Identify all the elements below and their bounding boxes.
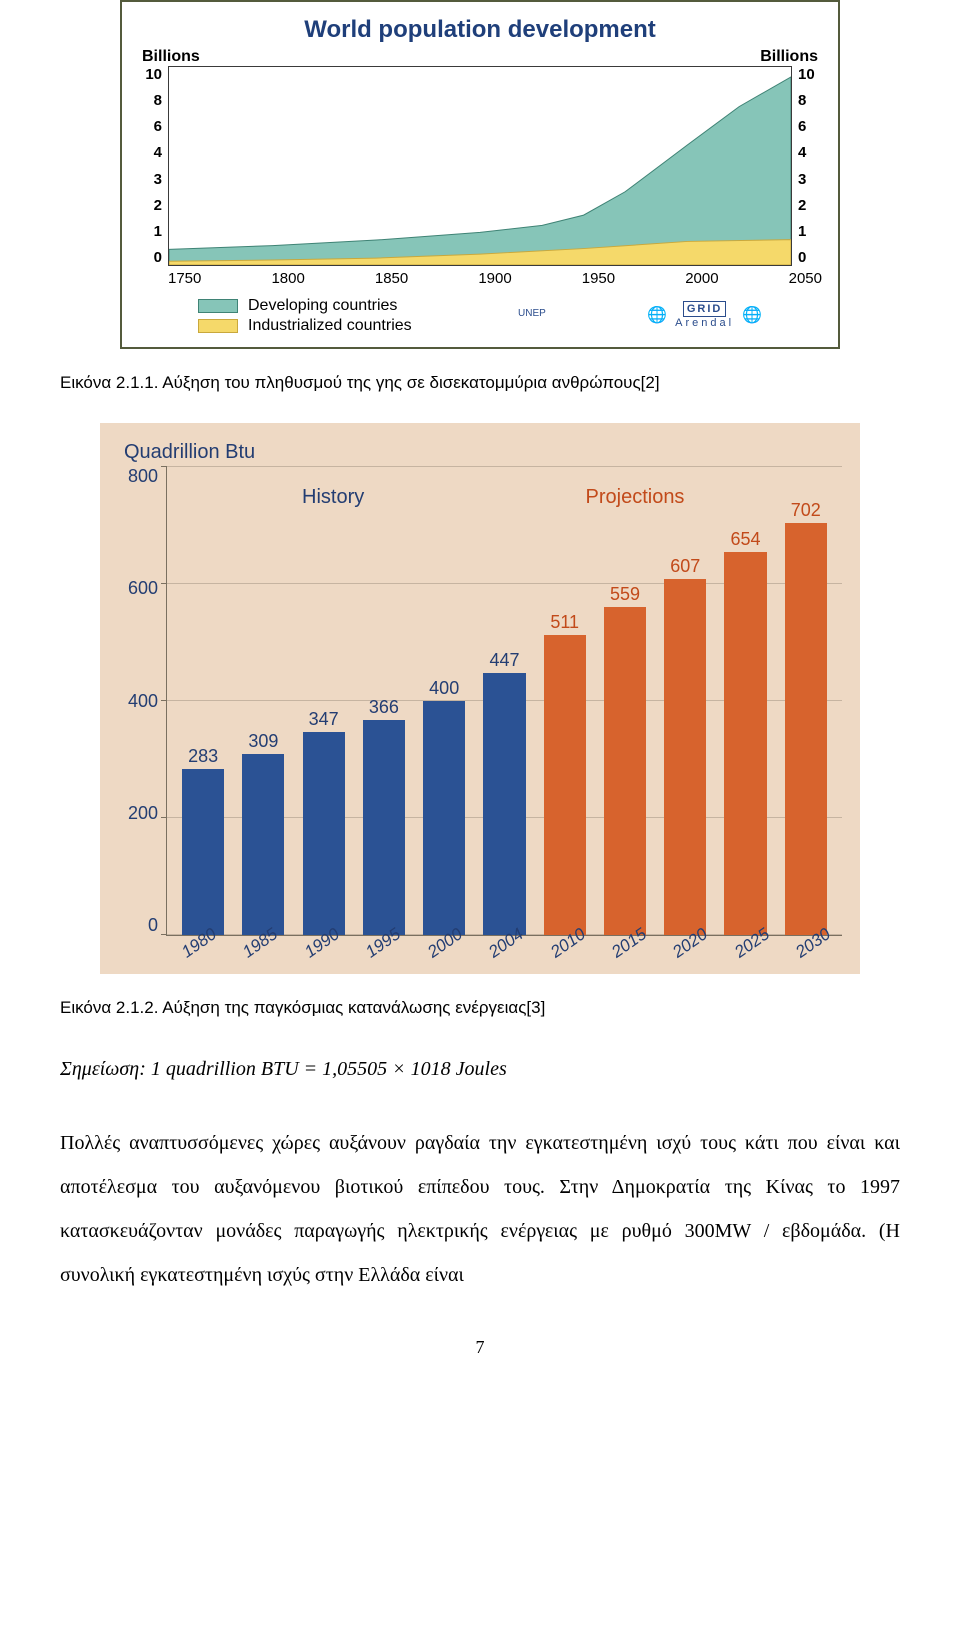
energy-chart: Quadrillion Btu 8006004002000 History Pr… xyxy=(100,423,860,974)
pop-right-axis-label: Billions xyxy=(760,48,818,66)
pop-plot-area xyxy=(168,66,792,266)
unep-label: UNEP xyxy=(518,308,546,319)
caption-energy: Εικόνα 2.1.2. Αύξηση της παγκόσμιας κατα… xyxy=(60,998,900,1018)
energy-bar-value: 347 xyxy=(309,709,339,730)
energy-bar xyxy=(483,673,525,935)
legend-swatch xyxy=(198,319,238,333)
pop-yticks-right: 108643210 xyxy=(792,66,822,266)
energy-bar xyxy=(363,720,405,935)
pop-yticks-left: 108643210 xyxy=(138,66,168,266)
un-icon: 🌐 xyxy=(742,305,762,325)
energy-bar-slot: 702 xyxy=(776,466,836,935)
energy-bar-value: 654 xyxy=(731,529,761,550)
energy-bar-value: 283 xyxy=(188,746,218,767)
energy-bar-value: 559 xyxy=(610,584,640,605)
energy-bar xyxy=(785,523,827,935)
energy-bar-value: 366 xyxy=(369,697,399,718)
energy-bar-slot: 309 xyxy=(233,466,293,935)
caption-population: Εικόνα 2.1.1. Αύξηση του πληθυσμού της γ… xyxy=(60,373,900,393)
energy-bar-slot: 654 xyxy=(715,466,775,935)
energy-bar xyxy=(664,579,706,935)
energy-bar xyxy=(303,732,345,935)
globe-icon: 🌐 xyxy=(647,305,667,325)
pop-left-axis-label: Billions xyxy=(142,48,200,66)
pop-chart-title: World population development xyxy=(138,16,822,44)
energy-bar-slot: 511 xyxy=(535,466,595,935)
page-number: 7 xyxy=(476,1337,485,1358)
energy-bar-value: 400 xyxy=(429,678,459,699)
energy-bar-value: 607 xyxy=(670,556,700,577)
energy-bar xyxy=(182,769,224,935)
energy-bar-value: 309 xyxy=(248,731,278,752)
energy-bar-slot: 283 xyxy=(173,466,233,935)
energy-bar-slot: 347 xyxy=(294,466,354,935)
energy-bar-value: 702 xyxy=(791,500,821,521)
arendal-badge: Arendal xyxy=(675,317,734,329)
energy-bar-value: 511 xyxy=(550,612,579,633)
note-btu: Σημείωση: 1 quadrillion BTU = 1,05505 × … xyxy=(60,1058,900,1081)
energy-bar xyxy=(604,607,646,935)
legend-swatch xyxy=(198,299,238,313)
legend-label: Developing countries xyxy=(248,297,397,315)
energy-plot-area: History Projections 28330934736640044751… xyxy=(166,466,842,936)
pop-badges: 🌐 GRID Arendal 🌐 xyxy=(647,301,762,329)
energy-bar xyxy=(423,701,465,936)
energy-bar xyxy=(242,754,284,935)
energy-bar xyxy=(724,552,766,935)
energy-xticks: 1980198519901995200020042010201520202025… xyxy=(118,936,842,966)
energy-bar-value: 447 xyxy=(489,650,519,671)
energy-bar-slot: 400 xyxy=(414,466,474,935)
energy-bar-slot: 607 xyxy=(655,466,715,935)
energy-bar-slot: 366 xyxy=(354,466,414,935)
pop-xticks: 1750180018501900195020002050 xyxy=(138,266,822,287)
energy-yaxis-label: Quadrillion Btu xyxy=(124,441,842,464)
grid-badge: GRID xyxy=(683,301,727,317)
legend-label: Industrialized countries xyxy=(248,317,412,335)
energy-yticks: 8006004002000 xyxy=(118,466,166,936)
energy-bar-slot: 559 xyxy=(595,466,655,935)
energy-bar xyxy=(544,635,586,935)
population-chart: World population development Billions Bi… xyxy=(120,0,840,349)
body-paragraph: Πολλές αναπτυσσόμενες χώρες αυξάνουν ραγ… xyxy=(60,1121,900,1297)
energy-bars: 283 309 347 366 400 447 511 559 607 654 702 xyxy=(167,466,842,935)
energy-bar-slot: 447 xyxy=(474,466,534,935)
